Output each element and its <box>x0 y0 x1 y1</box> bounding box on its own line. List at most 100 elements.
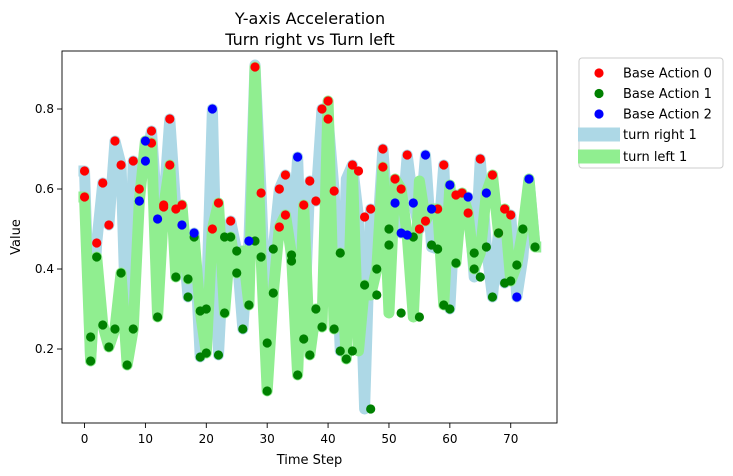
point-action-0 <box>378 144 388 154</box>
point-action-0 <box>378 162 388 172</box>
y-axis: 0.2 0.4 0.6 0.8 <box>35 102 62 356</box>
point-action-2 <box>512 292 522 302</box>
plot-frame <box>61 50 558 424</box>
point-action-1 <box>384 224 394 234</box>
point-action-0 <box>487 170 498 180</box>
point-action-0 <box>110 136 120 146</box>
y-axis-label: Value <box>9 219 24 255</box>
point-action-1 <box>335 248 345 258</box>
point-action-0 <box>146 126 157 136</box>
point-action-1 <box>128 324 138 334</box>
plot-area <box>61 50 558 424</box>
point-action-2 <box>420 150 431 160</box>
point-action-1 <box>226 232 236 242</box>
point-action-1 <box>293 370 303 380</box>
legend: Base Action 0 Base Action 1 Base Action 2 t… <box>578 57 724 169</box>
point-action-1 <box>433 244 443 254</box>
legend-label: turn right 1 <box>623 128 697 143</box>
point-action-1 <box>244 300 254 310</box>
point-action-2 <box>402 230 412 240</box>
point-action-2 <box>426 204 437 214</box>
point-action-0 <box>353 166 364 176</box>
point-action-1 <box>201 348 211 358</box>
point-action-0 <box>414 224 424 234</box>
point-action-1 <box>512 260 522 270</box>
x-tick-label: 50 <box>381 432 396 446</box>
point-action-2 <box>524 174 534 184</box>
point-action-1 <box>98 320 108 330</box>
point-action-0 <box>317 104 327 114</box>
point-action-1 <box>213 350 224 360</box>
y-tick-label: 0.4 <box>35 262 54 276</box>
point-action-1 <box>311 304 321 314</box>
point-action-0 <box>79 192 90 202</box>
point-action-1 <box>384 240 394 250</box>
x-tick-label: 70 <box>503 432 518 446</box>
point-action-2 <box>481 188 491 198</box>
point-action-1 <box>451 258 461 268</box>
point-action-2 <box>244 236 254 246</box>
y-tick-label: 0.8 <box>35 102 54 116</box>
chart-title: Y-axis Acceleration <box>234 9 385 28</box>
point-action-0 <box>463 208 473 218</box>
point-action-0 <box>402 150 412 160</box>
point-action-1 <box>238 324 248 334</box>
point-action-0 <box>390 174 400 184</box>
point-action-0 <box>323 96 333 106</box>
point-action-1 <box>104 342 114 352</box>
point-action-0 <box>311 196 321 206</box>
point-action-0 <box>177 200 187 210</box>
point-action-1 <box>372 290 382 300</box>
point-action-1 <box>305 350 315 360</box>
legend-marker-action-0 <box>594 68 604 78</box>
point-action-0 <box>98 178 108 188</box>
point-action-2 <box>390 198 400 208</box>
point-action-1 <box>317 322 327 332</box>
point-action-2 <box>140 156 151 166</box>
legend-marker-action-1 <box>594 88 604 99</box>
point-action-0 <box>299 200 309 210</box>
point-action-1 <box>232 268 242 278</box>
point-action-1 <box>360 280 370 290</box>
point-action-0 <box>360 212 370 222</box>
point-action-1 <box>366 404 376 414</box>
point-action-1 <box>268 288 278 298</box>
point-action-1 <box>518 224 528 234</box>
x-tick-label: 10 <box>138 432 153 446</box>
point-action-0 <box>159 202 169 212</box>
point-action-1 <box>201 304 211 314</box>
point-action-0 <box>250 62 260 72</box>
point-action-1 <box>122 360 132 370</box>
point-action-1 <box>219 308 230 318</box>
point-action-0 <box>207 224 217 234</box>
point-action-1 <box>268 244 278 254</box>
x-tick-label: 40 <box>320 432 335 446</box>
x-axis: 0 10 20 30 40 50 60 70 <box>81 423 518 446</box>
point-action-0 <box>280 210 291 220</box>
y-tick-label: 0.6 <box>35 182 54 196</box>
point-action-0 <box>439 160 449 170</box>
point-action-2 <box>177 220 187 230</box>
point-action-1 <box>469 248 479 258</box>
point-action-1 <box>262 338 272 348</box>
point-action-0 <box>256 188 266 198</box>
point-action-0 <box>92 238 102 248</box>
point-action-0 <box>104 220 114 230</box>
point-action-0 <box>213 198 224 208</box>
point-action-1 <box>183 292 193 302</box>
point-action-1 <box>445 304 455 314</box>
point-action-0 <box>475 154 485 164</box>
legend-label: Base Action 2 <box>623 108 712 123</box>
x-tick-label: 20 <box>199 432 214 446</box>
point-action-2 <box>134 196 144 206</box>
legend-label: Base Action 0 <box>623 67 712 82</box>
x-tick-label: 60 <box>442 432 457 446</box>
point-action-1 <box>347 346 358 356</box>
chart-subtitle: Turn right vs Turn left <box>224 30 395 49</box>
legend-swatch-band-2 <box>578 149 620 164</box>
point-action-1 <box>487 292 498 302</box>
point-action-1 <box>469 264 479 274</box>
point-action-2 <box>293 152 303 162</box>
point-action-1 <box>86 332 96 342</box>
